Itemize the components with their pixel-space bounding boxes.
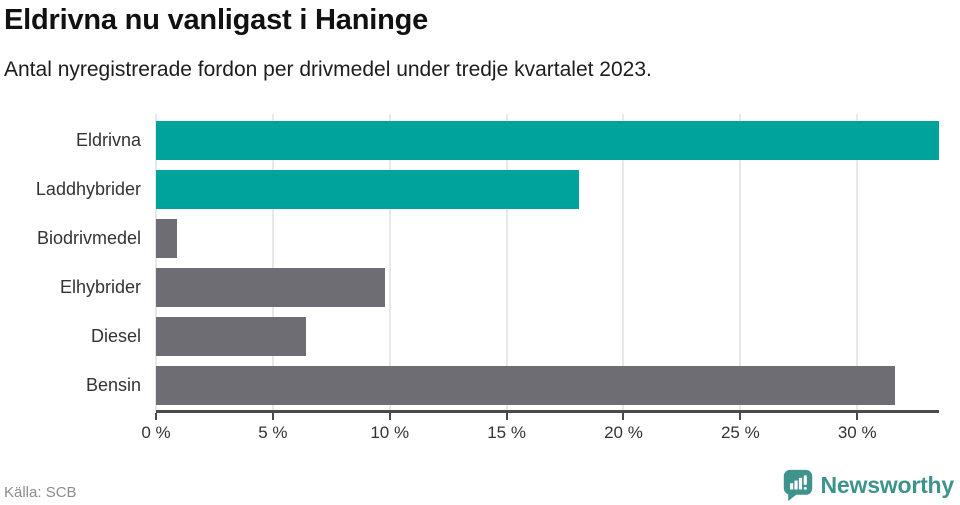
x-tick-10	[388, 413, 391, 420]
bar-row-laddhybrider: Laddhybrider	[0, 165, 960, 214]
x-tick-label-5: 5 %	[258, 423, 288, 442]
x-axis-line	[156, 410, 939, 413]
category-label: Eldrivna	[75, 130, 141, 150]
chart-subtitle: Antal nyregistrerade fordon per drivmede…	[4, 58, 652, 81]
x-tick-30	[856, 413, 859, 420]
gridline-10	[388, 114, 391, 411]
bar-track	[156, 219, 939, 258]
source-note: Källa: SCB	[4, 484, 77, 501]
category-label: Diesel	[90, 326, 141, 346]
gridline-0	[155, 114, 157, 411]
category-label: Elhybrider	[59, 277, 141, 297]
x-tick-25	[739, 413, 742, 420]
brand-logo: Newsworthy	[782, 468, 954, 502]
bar-laddhybrider	[156, 170, 580, 209]
bar-biodrivmedel	[156, 219, 178, 258]
x-tick-5	[271, 413, 274, 420]
bar-row-eldrivna: Eldrivna	[0, 116, 960, 165]
bar-track	[156, 170, 939, 209]
bar-track	[156, 121, 939, 160]
x-tick-20	[622, 413, 625, 420]
bar-chart-speech-bubble-icon	[783, 469, 812, 501]
gridline-20	[622, 114, 625, 411]
bar-track	[156, 317, 939, 356]
bar-bensin	[156, 366, 895, 405]
gridline-25	[739, 114, 742, 411]
x-tick-15	[505, 413, 508, 420]
bar-elhybrider	[156, 268, 386, 307]
bar-track	[156, 268, 939, 307]
gridline-30	[856, 114, 859, 411]
bar-row-biodrivmedel: Biodrivmedel	[0, 214, 960, 263]
bar-rows: Eldrivna Laddhybrider Biodrivmedel Elhybrid…	[0, 116, 960, 410]
category-label: Laddhybrider	[35, 179, 141, 199]
bar-row-diesel: Diesel	[0, 312, 960, 361]
bar-eldrivna	[156, 121, 939, 160]
x-tick-label-30: 30 %	[837, 423, 877, 442]
x-tick-0	[155, 413, 157, 420]
x-tick-label-15: 15 %	[487, 423, 526, 442]
bar-row-elhybrider: Elhybrider	[0, 263, 960, 312]
bar-row-bensin: Bensin	[0, 361, 960, 410]
x-tick-label-0: 0 %	[141, 423, 171, 442]
x-tick-label-25: 25 %	[720, 423, 760, 442]
x-tick-label-20: 20 %	[604, 423, 643, 442]
gridlines	[155, 114, 939, 411]
x-tick-label-10: 10 %	[370, 423, 410, 442]
gridline-5	[271, 114, 274, 411]
chart-title: Eldrivna nu vanligast i Haninge	[4, 4, 429, 36]
gridline-15	[505, 114, 508, 411]
brand-name: Newsworthy	[820, 471, 955, 498]
bar-diesel	[156, 317, 306, 356]
category-label: Bensin	[85, 375, 141, 395]
category-label: Biodrivmedel	[36, 228, 141, 248]
bar-track	[156, 366, 939, 405]
